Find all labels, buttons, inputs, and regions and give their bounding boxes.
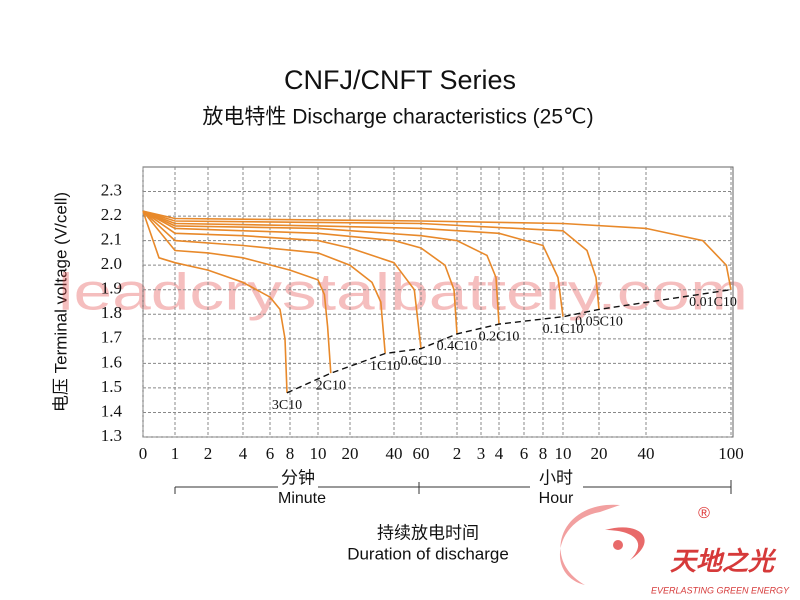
curve-label: 0.4C10: [437, 339, 478, 354]
chart-title: CNFJ/CNFT Series: [284, 65, 516, 95]
y-tick-label: 1.3: [101, 426, 122, 445]
y-tick-label: 2.2: [101, 205, 122, 224]
y-tick-label: 2.3: [101, 180, 122, 199]
discharge-curve: [142, 210, 732, 290]
x-tick-label: 3: [477, 444, 486, 463]
x-tick-label: 4: [495, 444, 504, 463]
x-tick-label: 10: [555, 444, 572, 463]
watermark-group: leadcrystalbattery.com: [58, 264, 748, 322]
end-voltage-line: [286, 289, 732, 394]
x-tick-label: 6: [266, 444, 275, 463]
y-tick-label: 2.0: [101, 254, 122, 273]
discharge-curve: [142, 210, 422, 349]
x-tick-label: 40: [386, 444, 403, 463]
x-tick-label: 100: [718, 444, 744, 463]
curve-label: 3C10: [272, 398, 302, 413]
minute-label: 分钟: [281, 468, 315, 487]
y-tick-label: 1.9: [101, 279, 122, 298]
discharge-curve: [142, 210, 600, 310]
x-tick-label: 4: [239, 444, 248, 463]
curve-label: 0.01C10: [689, 295, 737, 310]
y-tick-label: 2.1: [101, 230, 122, 249]
x-tick-label: 60: [413, 444, 430, 463]
x-tick-label: 10: [310, 444, 327, 463]
discharge-curve: [142, 210, 386, 354]
y-tick-label: 1.8: [101, 303, 122, 322]
discharge-curve: [142, 210, 500, 325]
discharge-curve: [142, 210, 288, 393]
curve-label: 0.1C10: [543, 322, 584, 337]
brand-tagline: EVERLASTING GREEN ENERGY: [651, 585, 790, 595]
brand-mark: ®: [698, 505, 710, 522]
brand-name: 天地之光: [670, 546, 777, 576]
chart-subtitle: 放电特性 Discharge characteristics (25℃): [202, 106, 593, 129]
curve-label: 2C10: [316, 378, 346, 393]
y-tick-label: 1.6: [101, 352, 122, 371]
y-axis-label: 电压 Terminal voltage (V/cell): [51, 192, 70, 412]
y-tick-label: 1.5: [101, 377, 122, 396]
hour-label-en: Hour: [539, 490, 574, 507]
curve-label: 0.2C10: [479, 329, 520, 344]
x-tick-label: 20: [591, 444, 608, 463]
discharge-curve: [142, 210, 564, 317]
hour-label: 小时: [539, 468, 573, 487]
x-tick-label: 1: [171, 444, 180, 463]
x-tick-label: 40: [638, 444, 655, 463]
discharge-curve: [142, 210, 332, 374]
x-axis-label-en: Duration of discharge: [347, 544, 509, 563]
duration-brackets: [174, 480, 732, 494]
logo-swirl: [559, 504, 620, 585]
x-tick-label: 6: [520, 444, 529, 463]
discharge-curve: [142, 210, 458, 334]
logo-dot: [613, 540, 623, 550]
x-tick-label: 2: [204, 444, 213, 463]
logo-swirl: [605, 527, 645, 560]
grid: [142, 166, 734, 438]
curve-label: 0.05C10: [575, 315, 623, 330]
x-tick-label: 0: [139, 444, 148, 463]
x-tick-label: 20: [342, 444, 359, 463]
x-tick-label: 2: [453, 444, 462, 463]
x-tick-label: 8: [286, 444, 295, 463]
x-tick-label: 8: [539, 444, 548, 463]
minute-label-en: Minute: [278, 490, 326, 507]
y-tick-label: 1.7: [101, 328, 123, 347]
x-axis-label: 持续放电时间: [377, 523, 479, 542]
curve-label: 1C10: [370, 359, 400, 374]
curve-label: 0.6C10: [401, 354, 442, 369]
brand-logo: ® 天地之光 EVERLASTING GREEN ENERGY: [559, 504, 790, 595]
y-tick-label: 1.4: [101, 401, 123, 420]
watermark: leadcrystalbattery.com: [58, 264, 748, 322]
